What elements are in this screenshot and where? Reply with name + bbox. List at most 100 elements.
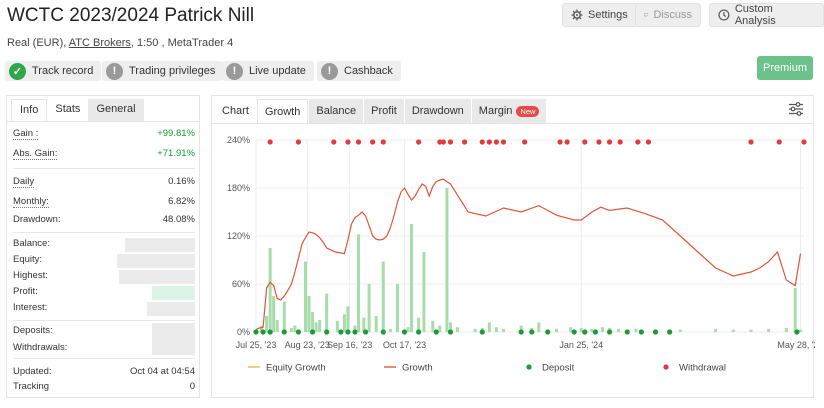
growth-bar — [767, 328, 771, 332]
deposit-point — [592, 329, 599, 335]
growth-bar — [784, 328, 788, 332]
tab-stats[interactable]: Stats — [55, 103, 81, 115]
growth-bar — [569, 327, 573, 332]
blurred-value — [125, 238, 195, 252]
growth-bar — [494, 327, 498, 332]
growth-bar — [265, 316, 269, 332]
x-tick-label: Oct 17, '23 — [383, 340, 426, 350]
badge-cashback[interactable]: ! Cashback — [317, 61, 401, 81]
stat-label[interactable]: Abs. Gain: — [13, 148, 58, 160]
y-tick-label: 0% — [237, 327, 250, 337]
withdrawal-point — [447, 139, 454, 145]
tab-info[interactable]: Info — [11, 99, 48, 121]
stat-label: Withdrawals: — [13, 342, 68, 353]
stat-label[interactable]: Gain : — [13, 128, 39, 140]
stat-label: Equity: — [13, 254, 43, 265]
withdrawal-point — [440, 139, 446, 145]
deposit-point — [667, 329, 673, 335]
deposit-point — [416, 329, 422, 335]
deposit-point — [380, 329, 386, 335]
stat-label[interactable]: Monthly: — [13, 196, 49, 208]
exclamation-icon: ! — [321, 62, 338, 80]
growth-bar — [487, 322, 491, 332]
badge-trading-privileges[interactable]: ! Trading privileges — [102, 61, 224, 81]
account-type: Real (EUR), — [7, 37, 67, 49]
y-tick-label: 120% — [227, 231, 250, 241]
tab-profit[interactable]: Profit — [364, 99, 404, 123]
custom-analysis-button[interactable]: Custom Analysis — [709, 3, 824, 27]
stat-label: Profit: — [13, 286, 38, 297]
deposit-point — [352, 329, 358, 335]
growth-bar — [438, 325, 442, 332]
tab-growth[interactable]: Growth — [256, 99, 309, 123]
withdrawal-point — [493, 139, 500, 145]
growth-bar — [335, 320, 339, 332]
stat-interest: Interest: — [13, 302, 195, 313]
stat-label: Balance: — [13, 238, 50, 249]
growth-bar — [798, 329, 802, 332]
tab-chart[interactable]: Chart — [222, 105, 249, 117]
clock-icon — [718, 9, 730, 21]
stat-label: Updated: — [13, 366, 52, 377]
growth-bar — [381, 261, 385, 332]
tab-general[interactable]: General — [88, 99, 144, 121]
tab-margin-label: Margin — [478, 105, 513, 117]
stat-value: 48.08% — [162, 214, 195, 225]
tab-drawdown[interactable]: Drawdown — [404, 99, 471, 123]
stat-value: 6.82% — [168, 196, 195, 207]
page-title: WCTC 2023/2024 Patrick Nill — [7, 5, 255, 26]
premium-button[interactable]: Premium — [757, 56, 813, 80]
legend-label: Growth — [402, 363, 433, 374]
badge-label: Live update — [249, 65, 306, 77]
stat-daily: Daily 0.16% — [13, 176, 195, 188]
withdrawal-point — [500, 139, 507, 145]
deposit-point — [281, 329, 287, 335]
stat-monthly: Monthly: 6.82% — [13, 196, 195, 208]
broker-link[interactable]: ATC Brokers — [68, 37, 131, 49]
growth-bar — [318, 320, 322, 332]
withdrawal-point — [564, 139, 570, 145]
growth-bar — [282, 301, 286, 332]
growth-bar — [616, 328, 620, 332]
stat-updated: Updated: Oct 04 at 04:54 — [13, 366, 195, 377]
growth-bar — [417, 317, 421, 332]
growth-bar — [374, 316, 378, 332]
growth-bar — [346, 306, 350, 332]
deposit-point — [606, 329, 613, 335]
exclamation-icon: ! — [106, 62, 123, 80]
x-tick-label: Aug 23, '23 — [285, 340, 330, 350]
badge-live-update[interactable]: ! Live update — [222, 61, 314, 81]
growth-bar — [793, 288, 797, 332]
growth-bar — [445, 188, 449, 332]
growth-bar — [362, 317, 366, 332]
growth-bar — [731, 329, 735, 332]
deposit-point — [267, 329, 273, 335]
blurred-value — [152, 323, 195, 355]
deposit-point — [260, 329, 266, 335]
stat-label: Drawdown: — [13, 214, 61, 225]
settings-button[interactable]: Settings — [562, 3, 637, 27]
chart-tabs: Chart Growth Balance Profit Drawdown Mar… — [212, 96, 813, 124]
stat-label: Highest: — [13, 270, 48, 281]
chart-settings-icon[interactable] — [788, 102, 804, 116]
y-tick-label: 60% — [232, 279, 250, 289]
discuss-button[interactable]: Discuss — [635, 3, 701, 27]
x-tick-label: Jul 25, '23 — [236, 340, 277, 350]
growth-bar — [325, 293, 329, 332]
tab-margin[interactable]: Margin New — [471, 99, 547, 123]
growth-bar — [590, 328, 594, 332]
growth-bar — [410, 224, 414, 332]
withdrawal-point — [331, 139, 337, 145]
legend-swatch — [663, 364, 669, 370]
stat-label[interactable]: Daily — [13, 176, 35, 188]
tab-balance[interactable]: Balance — [309, 99, 364, 123]
badge-track-record[interactable]: ✓ Track record — [5, 61, 102, 81]
withdrawal-point — [748, 139, 754, 145]
leverage-platform: , 1:50 , MetaTrader 4 — [130, 37, 234, 49]
growth-bar — [293, 325, 297, 332]
stat-label: Interest: — [13, 302, 48, 313]
growth-bar — [579, 328, 583, 332]
stat-label: Deposits: — [13, 325, 53, 336]
growth-bar — [422, 252, 426, 332]
growth-bar — [501, 328, 505, 332]
